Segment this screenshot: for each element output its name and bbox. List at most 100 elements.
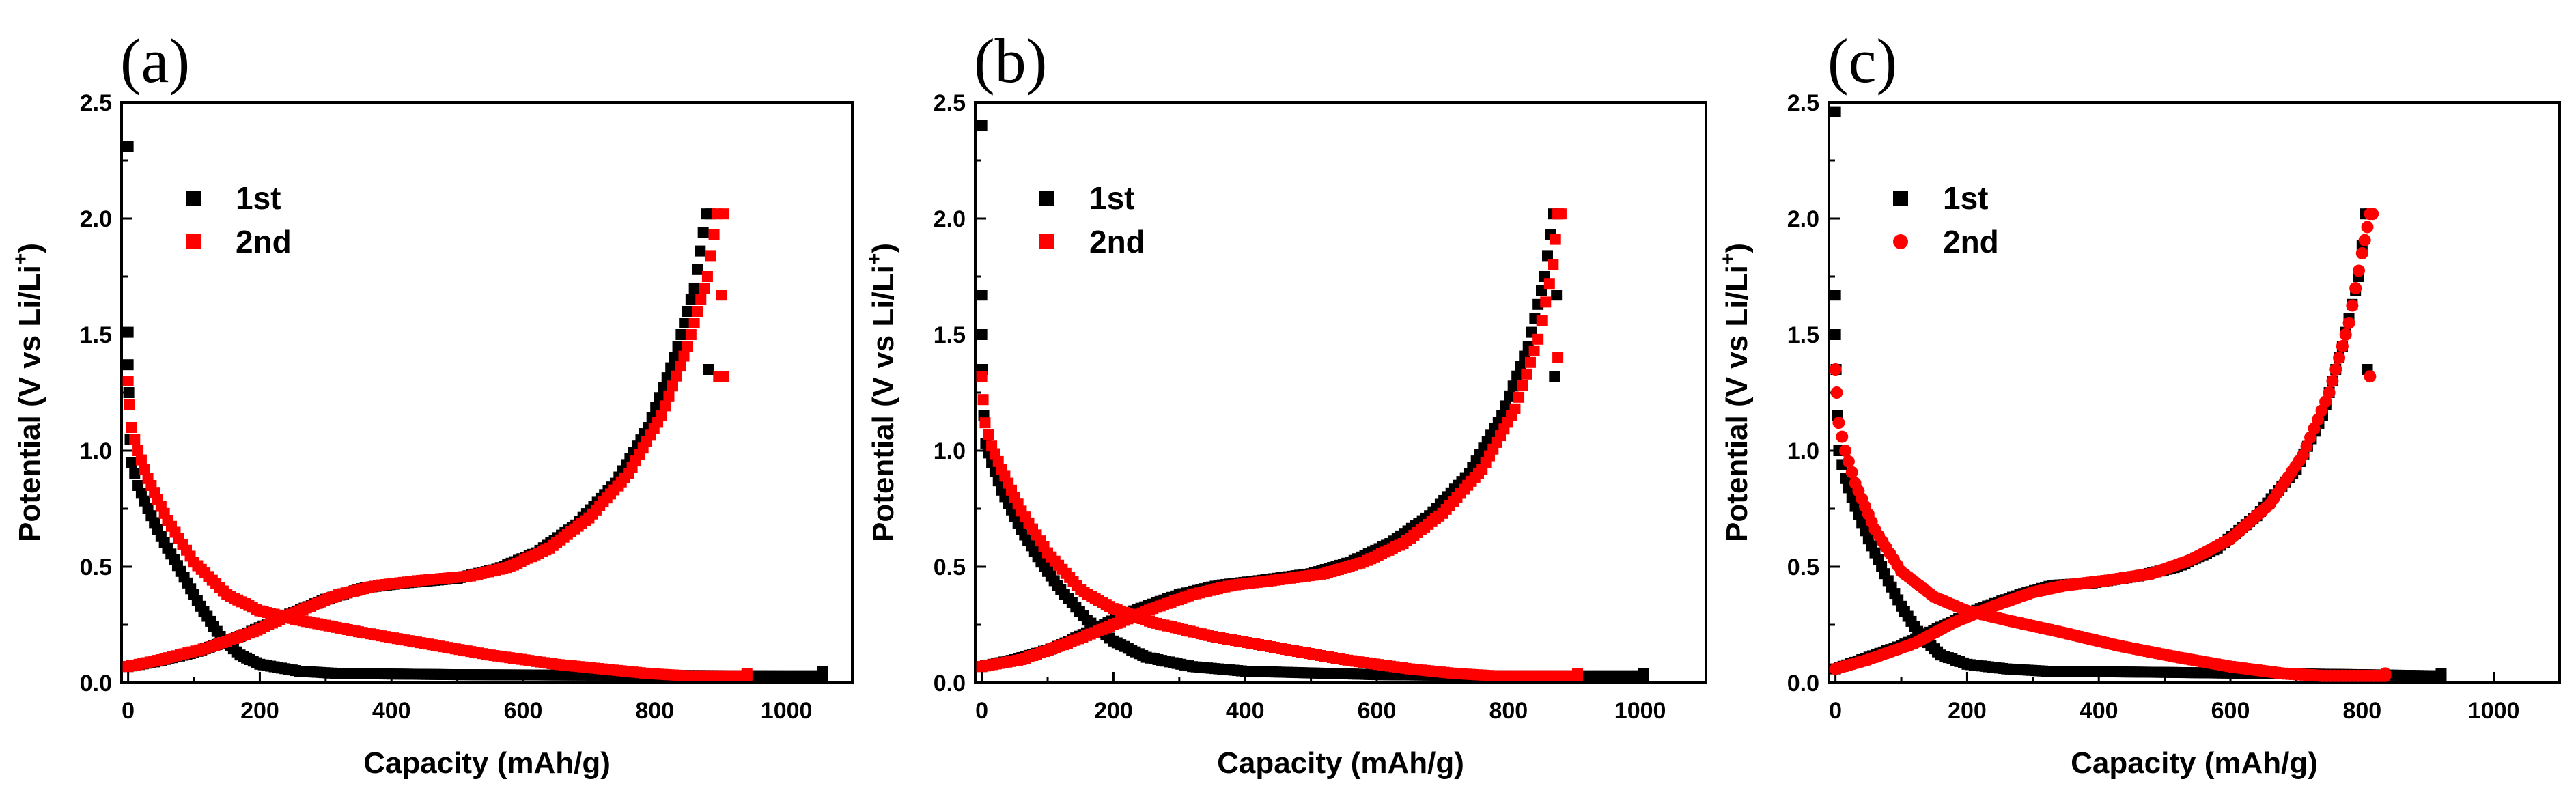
data-point <box>976 120 988 131</box>
panel-label: (b) <box>974 26 1047 96</box>
legend-marker <box>1893 234 1908 249</box>
x-tick-label: 400 <box>372 698 411 724</box>
data-point <box>977 394 989 406</box>
data-point <box>1507 380 1519 392</box>
data-point <box>682 341 694 352</box>
y-tick-label: 1.0 <box>1787 438 1819 464</box>
legend-marker <box>1039 234 1054 249</box>
data-point <box>124 399 135 410</box>
x-axis: 0 200 400 600 800 1000 <box>975 672 1707 724</box>
data-point <box>1542 250 1554 262</box>
legend-label: 2nd <box>236 224 292 259</box>
data-point <box>2352 264 2365 277</box>
data-point <box>685 329 697 340</box>
data-point <box>129 434 141 445</box>
data-point <box>1829 363 1842 376</box>
series-2nd <box>976 208 1584 681</box>
x-axis: 0 200 400 600 800 1000 <box>1829 672 2561 724</box>
y-tick-label: 2.5 <box>80 90 112 116</box>
data-point <box>2339 328 2352 341</box>
x-tick-label: 0 <box>1829 698 1842 724</box>
series-2nd <box>1829 208 2392 682</box>
data-point <box>1832 417 1845 429</box>
data-point <box>1509 403 1521 414</box>
y-tick-label: 0.0 <box>1787 671 1819 696</box>
data-point <box>1845 466 1858 479</box>
x-tick-label: 800 <box>2342 698 2381 724</box>
y-axis-label-close: ) <box>1720 243 1754 253</box>
legend-label: 1st <box>236 180 281 216</box>
data-point <box>1830 386 1843 399</box>
data-point <box>688 318 700 328</box>
x-tick-label: 400 <box>2080 698 2118 724</box>
data-point <box>2361 221 2374 234</box>
y-axis-label: Potential (V vs Li/Li+) <box>1717 243 1754 542</box>
series-1st-discharge <box>976 120 1649 681</box>
data-point <box>1536 315 1548 326</box>
data-point <box>2355 247 2368 259</box>
y-axis-label-sup: + <box>10 253 32 266</box>
x-tick-label: 0 <box>975 698 988 724</box>
series-2nd-charge <box>976 208 1567 673</box>
series-2nd-discharge <box>976 371 1584 681</box>
data-point <box>1830 290 1841 301</box>
data-point <box>658 382 669 393</box>
data-point <box>1842 455 1855 468</box>
data-point <box>691 264 703 275</box>
legend-marker <box>186 234 201 249</box>
series-1st-charge <box>1830 208 2376 675</box>
data-point <box>682 306 694 317</box>
data-point <box>1550 234 1561 245</box>
data-point <box>2364 370 2377 383</box>
data-point <box>1572 668 1584 679</box>
data-point <box>661 372 673 384</box>
data-point <box>695 294 707 305</box>
y-axis-label-main: Potential (V vs Li/Li <box>867 265 900 542</box>
data-point <box>675 329 687 340</box>
y-tick-label: 2.5 <box>934 90 966 116</box>
legend-label: 1st <box>1943 180 1988 216</box>
legend-label: 2nd <box>1089 224 1145 259</box>
y-tick-label: 1.0 <box>934 438 966 464</box>
data-point <box>2358 234 2371 246</box>
x-tick-label: 200 <box>1948 698 1987 724</box>
y-axis-label-sup: + <box>863 253 886 266</box>
y-axis: 0.0 0.5 1.0 1.5 2.0 2.5 <box>1787 90 1840 696</box>
data-point <box>665 362 677 374</box>
x-tick-label: 200 <box>240 698 279 724</box>
x-tick-label: 600 <box>2211 698 2250 724</box>
data-point <box>979 417 991 429</box>
x-axis-label: Capacity (mAh/g) <box>363 746 611 780</box>
legend-marker <box>1893 191 1908 206</box>
x-tick-label: 1000 <box>2468 698 2520 724</box>
data-point <box>718 208 730 220</box>
data-point <box>122 326 134 338</box>
data-point <box>697 227 709 238</box>
data-point <box>817 666 828 677</box>
y-tick-label: 0.5 <box>934 554 966 580</box>
data-point <box>1836 430 1849 443</box>
data-point <box>983 429 994 440</box>
series-2nd-discharge <box>122 376 753 681</box>
data-point <box>679 318 690 328</box>
y-axis-label: Potential (V vs Li/Li+) <box>10 243 46 542</box>
x-tick-label: 400 <box>1226 698 1265 724</box>
y-axis-label-sup: + <box>1717 253 1739 266</box>
chart-panel-3: (c) 0 200 400 600 800 1000 0.0 0.5 1.0 1.5 2.0 2.5 Ca… <box>1717 26 2561 780</box>
data-point <box>695 245 706 257</box>
data-point <box>122 141 134 152</box>
x-tick-label: 1000 <box>761 698 813 724</box>
panel-label: (c) <box>1828 26 1897 96</box>
data-point <box>1524 356 1536 368</box>
series-1st <box>976 120 1649 681</box>
data-point <box>132 445 144 456</box>
data-point <box>122 359 134 371</box>
data-point <box>122 376 134 386</box>
data-point <box>126 422 137 433</box>
y-axis-label: Potential (V vs Li/Li+) <box>863 243 900 542</box>
y-axis: 0.0 0.5 1.0 1.5 2.0 2.5 <box>934 90 986 696</box>
data-point <box>685 294 697 305</box>
data-point <box>976 290 988 301</box>
data-point <box>2379 667 2392 680</box>
